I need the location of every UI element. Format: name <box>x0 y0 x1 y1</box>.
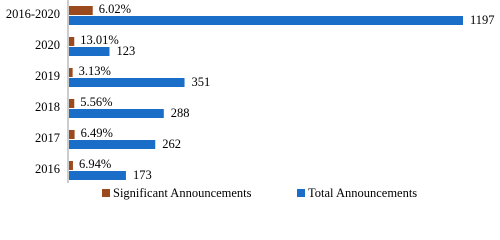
chart: 2016-2020 6.02% 1197 2020 13.01%123 2019 3.13%… <box>6 0 495 200</box>
data-label: 351 <box>192 75 211 89</box>
bar <box>69 16 463 25</box>
legend-label: Total Announcements <box>308 186 417 200</box>
bar <box>69 68 73 77</box>
legend-swatch <box>102 189 110 197</box>
data-label: 5.56% <box>80 95 112 109</box>
data-label: 123 <box>116 44 135 58</box>
data-label: 6.02% <box>99 2 131 16</box>
data-label: 6.94% <box>79 157 111 171</box>
data-label: 3.13% <box>79 64 111 78</box>
y-tick-label: 2017 <box>35 131 60 145</box>
y-tick-label: 2020 <box>35 38 60 52</box>
bar <box>69 78 185 87</box>
data-label: 173 <box>133 168 152 182</box>
legend-label: Significant Announcements <box>113 186 252 200</box>
legend-swatch <box>297 189 305 197</box>
bar <box>69 171 126 180</box>
y-tick-label: 2016 <box>35 162 60 176</box>
data-label: 13.01% <box>80 33 119 47</box>
bar <box>69 161 73 170</box>
bar <box>69 130 75 139</box>
bar <box>69 99 75 108</box>
y-tick-label: 2018 <box>35 100 60 114</box>
data-label: 288 <box>171 106 190 120</box>
y-tick-label: 2016-2020 <box>6 7 60 21</box>
data-label: 6.49% <box>81 126 113 140</box>
data-label: 262 <box>162 137 181 151</box>
bar <box>69 47 110 56</box>
data-label: 1197 <box>470 13 495 27</box>
bar <box>69 140 156 149</box>
bar <box>69 37 75 46</box>
y-tick-label: 2019 <box>35 69 60 83</box>
bar <box>69 6 93 15</box>
bar <box>69 109 164 118</box>
